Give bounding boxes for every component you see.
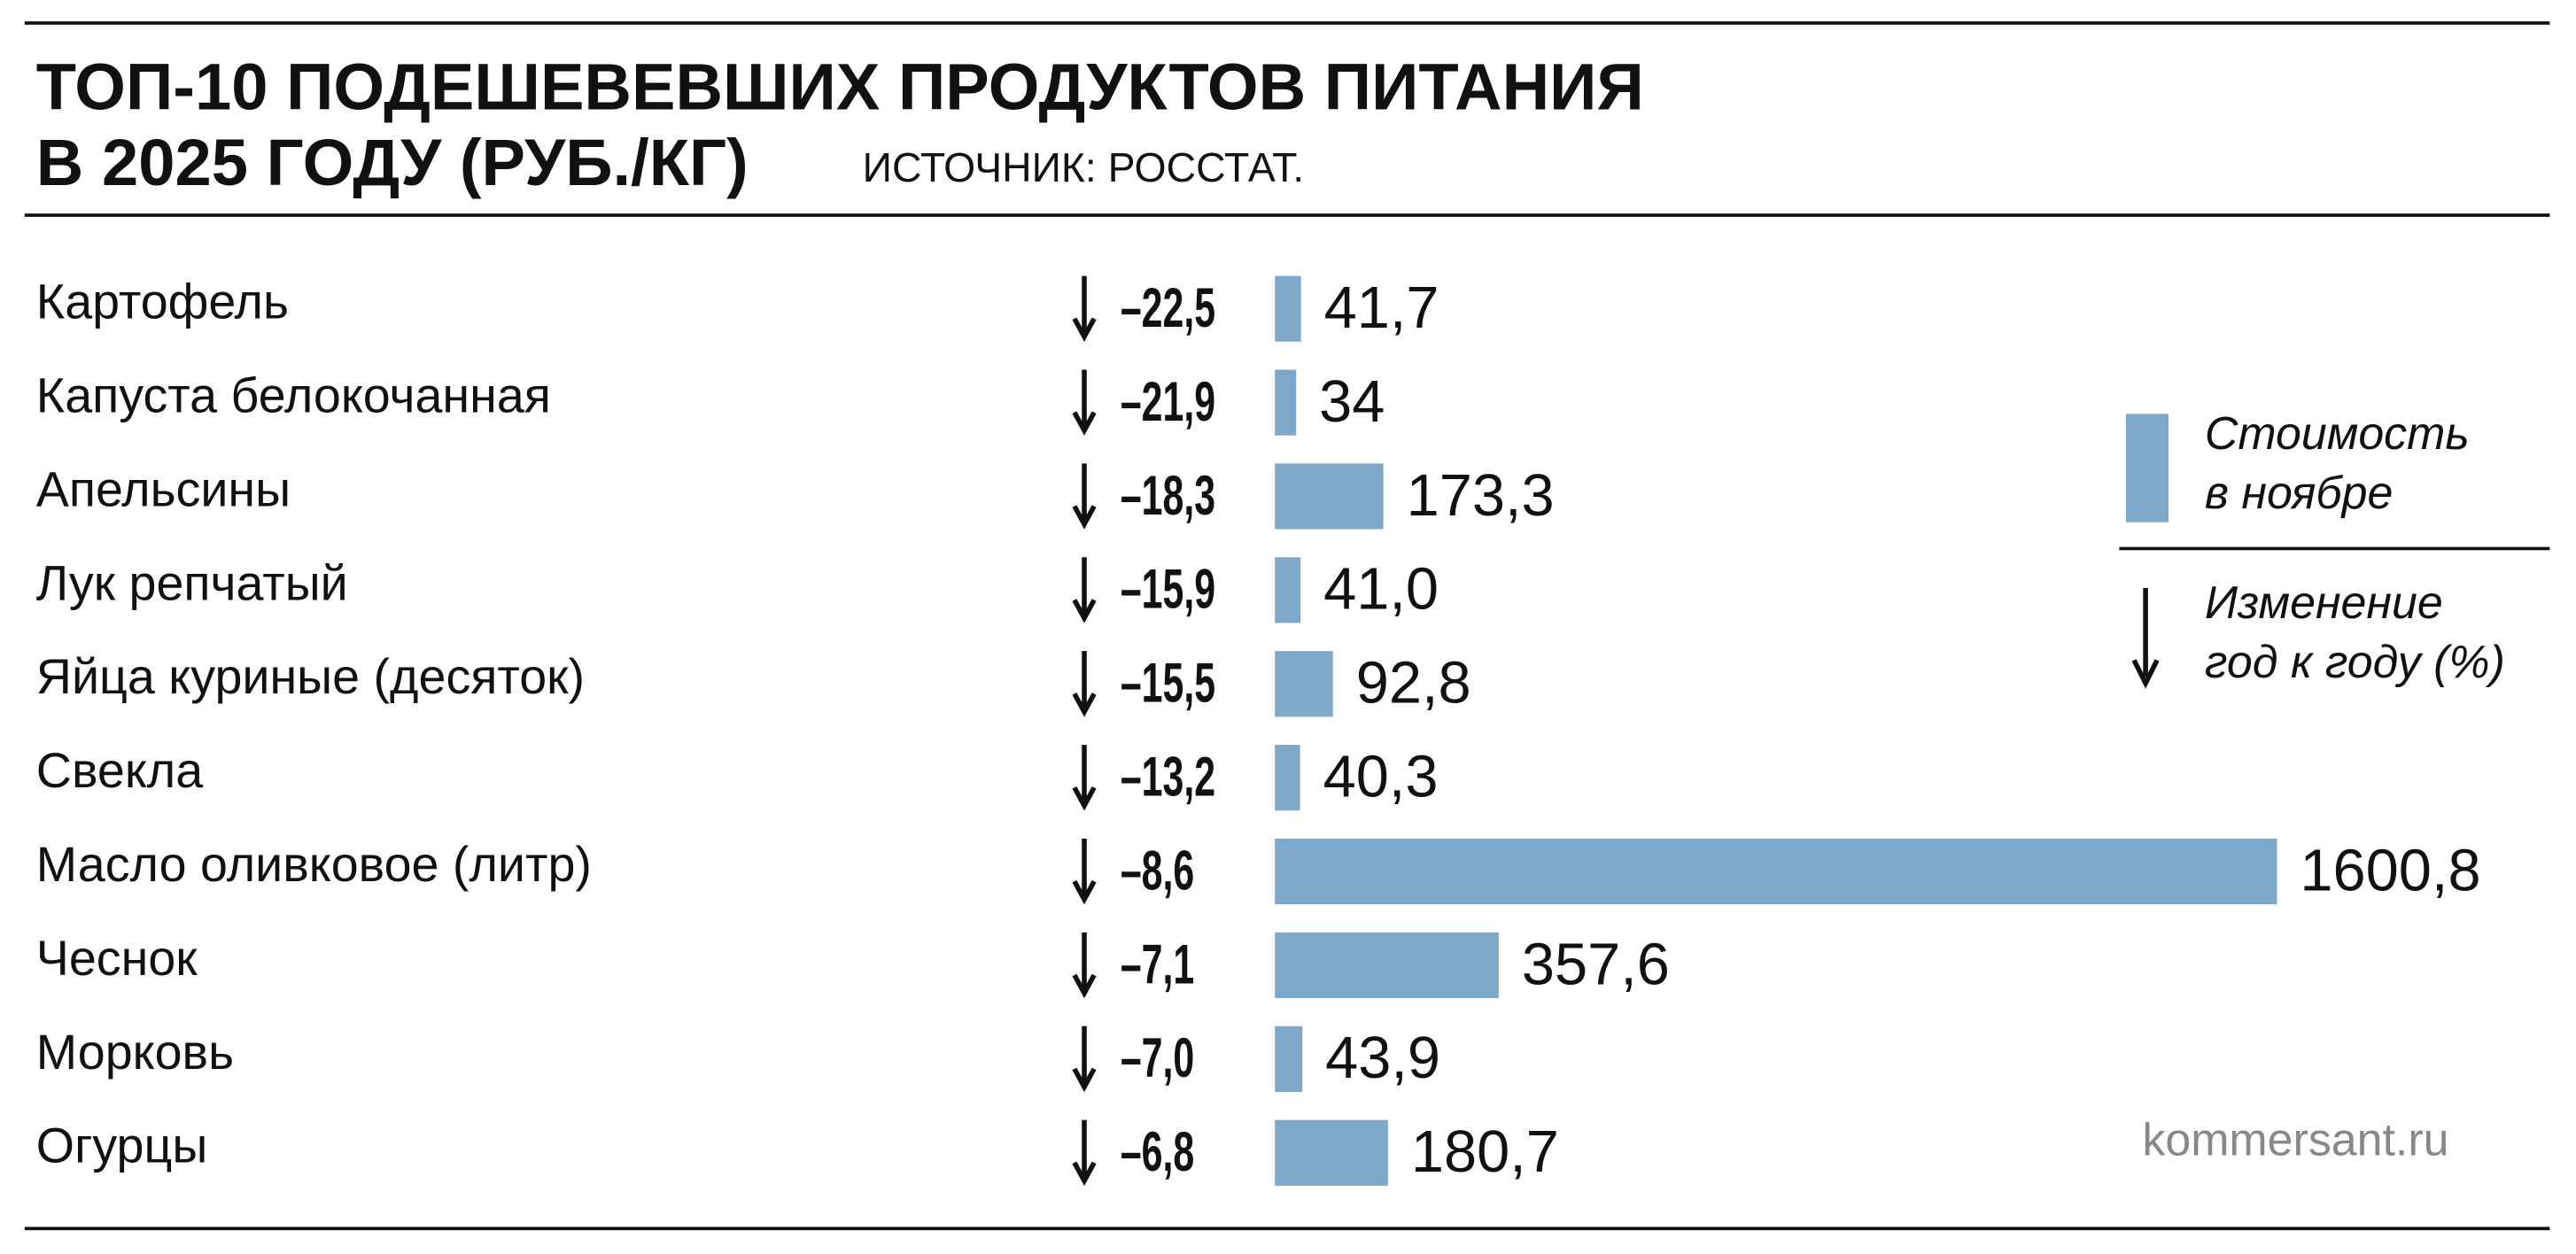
legend-label: год к году (%) (2205, 637, 2505, 688)
value-label: 41,7 (1324, 275, 1439, 341)
bar (1275, 557, 1301, 623)
change-label: –8,6 (1121, 840, 1194, 902)
bar (1275, 838, 2277, 905)
arrow-head (1072, 973, 1097, 999)
change-arrow (1072, 838, 1097, 905)
bar (1275, 651, 1333, 717)
change-label: –15,5 (1121, 652, 1215, 714)
legend-label: Изменение (2205, 577, 2443, 629)
change-label: –15,9 (1121, 559, 1215, 621)
category-label: Апельсины (36, 461, 291, 516)
change-arrow (1072, 932, 1097, 999)
bar (1275, 1119, 1388, 1186)
category-label: Чеснок (36, 931, 198, 986)
arrow-head (1072, 879, 1097, 905)
source: ИСТОЧНИК: РОССТАТ. (863, 144, 1305, 190)
change-arrow (1072, 745, 1097, 811)
arrow-head (1072, 599, 1097, 623)
bar (1275, 463, 1384, 530)
arrow-head (1072, 505, 1097, 530)
arrow-head (1072, 411, 1097, 436)
category-label: Лук репчатый (36, 555, 348, 610)
category-label: Морковь (36, 1025, 234, 1080)
change-arrow (1072, 1119, 1097, 1187)
value-label: 43,9 (1325, 1026, 1440, 1091)
arrow-head (1072, 786, 1097, 811)
chart-title: В 2025 ГОДУ (РУБ./КГ) (36, 126, 749, 199)
bar (1275, 275, 1301, 342)
value-label: 92,8 (1356, 651, 1471, 716)
value-label: 173,3 (1407, 463, 1555, 529)
credit: kommersant.ru (2142, 1115, 2448, 1166)
bar (1275, 932, 1499, 999)
change-label: –18,3 (1121, 465, 1215, 527)
chart-title: ТОП-10 ПОДЕШЕВЕВШИХ ПРОДУКТОВ ПИТАНИЯ (36, 50, 1644, 123)
value-label: 180,7 (1411, 1119, 1559, 1185)
category-label: Огурцы (36, 1119, 208, 1173)
category-label: Свекла (36, 743, 203, 798)
value-label: 34 (1319, 369, 1385, 435)
change-label: –21,9 (1121, 371, 1215, 433)
category-label: Капуста белокочанная (36, 368, 551, 423)
arrow-head (1072, 317, 1097, 343)
value-label: 40,3 (1323, 745, 1439, 810)
change-arrow (1072, 651, 1097, 717)
arrow-head (1072, 1067, 1097, 1093)
change-arrow (1072, 557, 1097, 623)
category-label: Картофель (36, 275, 289, 329)
change-label: –22,5 (1121, 277, 1215, 339)
change-arrow (1072, 369, 1097, 436)
arrow-head (1072, 693, 1097, 717)
change-label: –6,8 (1121, 1121, 1194, 1183)
change-label: –13,2 (1121, 746, 1215, 808)
bar (1275, 369, 1297, 436)
value-label: 1600,8 (2300, 838, 2480, 903)
category-label: Масло оливковое (литр) (36, 837, 592, 892)
bar (1275, 745, 1300, 811)
change-label: –7,0 (1121, 1027, 1194, 1089)
value-label: 357,6 (1522, 932, 1670, 997)
value-label: 41,0 (1323, 557, 1439, 623)
change-arrow (1072, 463, 1097, 530)
arrow-head (1072, 1161, 1097, 1187)
bar (1275, 1026, 1303, 1092)
change-arrow (1072, 275, 1097, 343)
change-arrow (1072, 1026, 1097, 1093)
legend-arrow (2131, 587, 2160, 689)
legend-label: в ноябре (2205, 468, 2393, 519)
legend-label: Стоимость (2205, 408, 2470, 460)
category-label: Яйца куриные (десяток) (36, 649, 585, 704)
legend-swatch (2125, 414, 2169, 522)
change-label: –7,1 (1121, 933, 1194, 995)
